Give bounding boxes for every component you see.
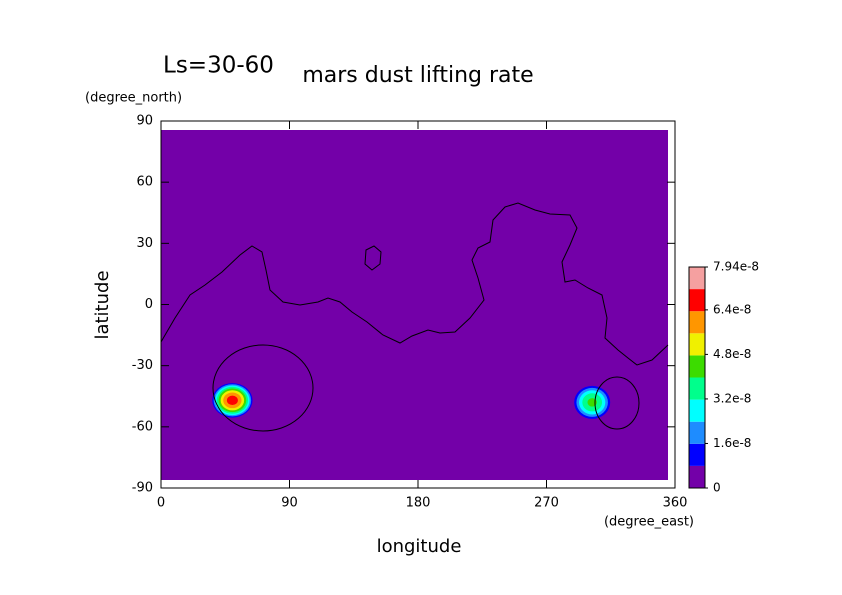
colorbar-box xyxy=(689,333,705,356)
colorbar-box xyxy=(689,289,705,312)
colorbar-label: 0 xyxy=(713,481,721,495)
y-tick-label: -60 xyxy=(132,419,153,434)
chart-title: mars dust lifting rate xyxy=(302,63,533,88)
x-unit: (degree_east) xyxy=(604,515,694,530)
colorbar-box xyxy=(689,399,705,422)
x-axis-label: longitude xyxy=(377,536,462,557)
dust-contours xyxy=(212,383,611,419)
contour-line xyxy=(364,245,382,271)
topography-contours xyxy=(160,202,669,432)
x-tick-label: 360 xyxy=(663,496,688,511)
colorbar-label: 6.4e-8 xyxy=(713,302,751,316)
y-tick-label: 60 xyxy=(136,175,153,190)
x-tick-label: 90 xyxy=(281,496,298,511)
subtitle: Ls=30-60 xyxy=(163,53,274,79)
axes: 0 90 180 270 360 -90 -60 -30 0 30 60 90 xyxy=(132,114,688,511)
colorbar-box xyxy=(689,311,705,334)
x-tick-label: 270 xyxy=(534,496,559,511)
colorbar-box xyxy=(689,377,705,400)
colorbar-box xyxy=(689,465,705,488)
y-tick-label: -30 xyxy=(132,358,153,373)
colorbar-label: 1.6e-8 xyxy=(713,436,751,450)
colorbar-label: 7.94e-8 xyxy=(713,260,759,274)
y-tick-label: -90 xyxy=(132,481,153,496)
y-unit: (degree_north) xyxy=(85,91,182,106)
x-tick-label: 0 xyxy=(157,496,165,511)
contour-line xyxy=(160,202,669,366)
colorbar-label: 4.8e-8 xyxy=(713,347,751,361)
colorbar-box xyxy=(689,355,705,378)
colorbar-label: 3.2e-8 xyxy=(713,391,751,405)
y-tick-label: 30 xyxy=(136,236,153,251)
y-tick-label: 0 xyxy=(145,297,153,312)
dust-level xyxy=(226,395,238,406)
x-tick-label: 180 xyxy=(406,496,431,511)
contour-line xyxy=(212,344,314,432)
field-background xyxy=(161,130,668,480)
y-tick-label: 90 xyxy=(136,114,153,129)
colorbar-box xyxy=(689,267,705,290)
contour-line xyxy=(594,376,640,430)
colorbar-box xyxy=(689,421,705,444)
colorbar-box xyxy=(689,443,705,466)
dust-level xyxy=(587,398,597,407)
colorbar: 0 1.6e-8 3.2e-8 4.8e-8 6.4e-8 7.94e-8 xyxy=(688,260,759,495)
colorbar-frame xyxy=(688,266,706,489)
y-axis-label: latitude xyxy=(92,270,113,339)
